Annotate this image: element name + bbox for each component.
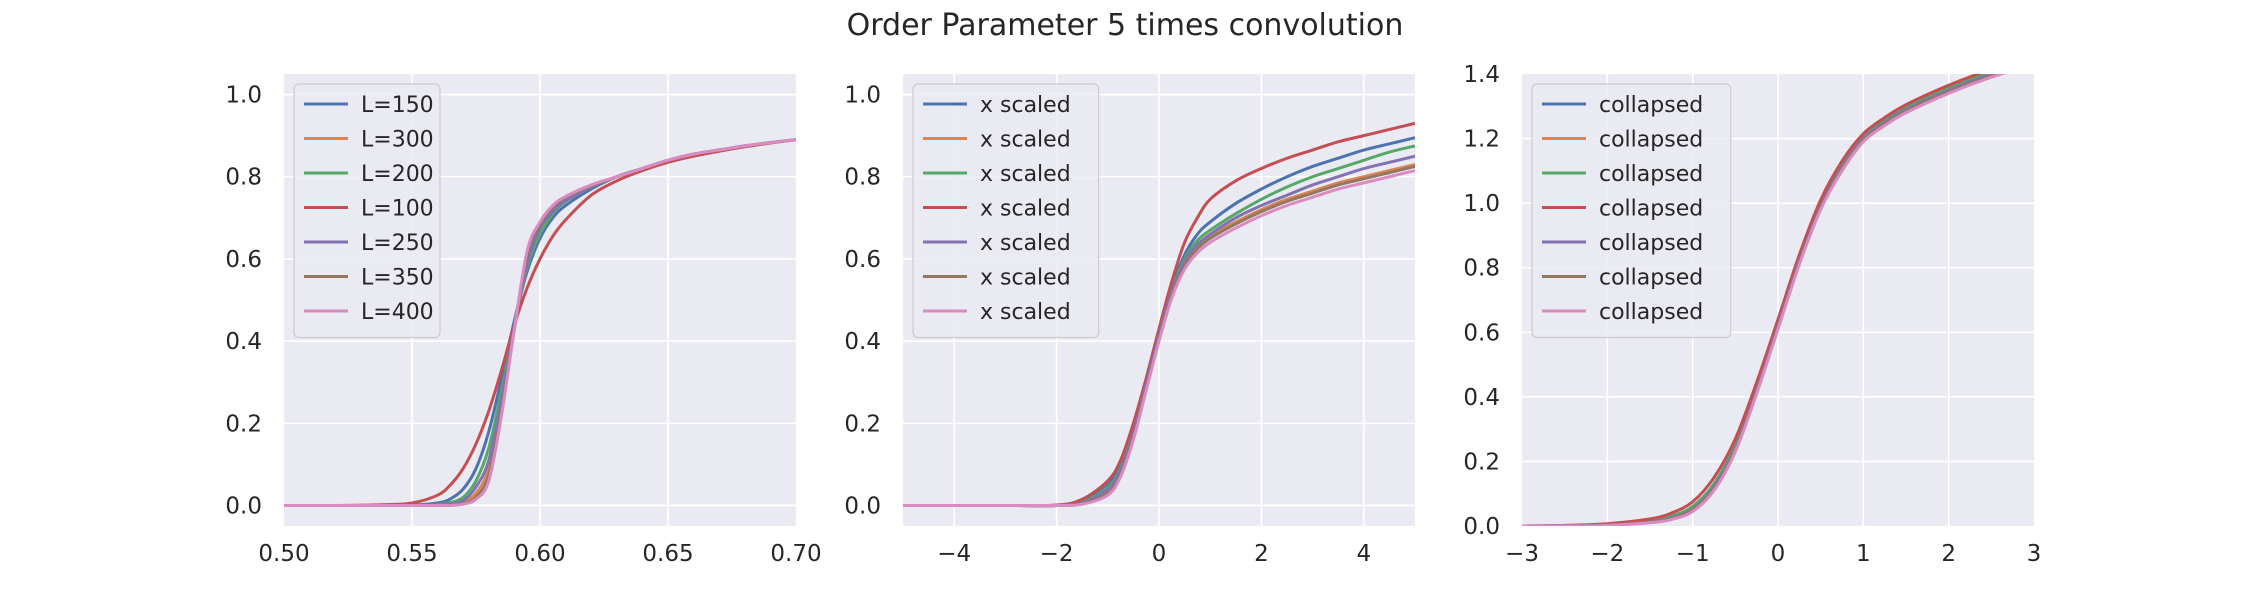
legend-label: L=250 [361,231,434,256]
x-tick-label: −2 [1040,541,1074,567]
x-tick-label: −3 [1505,541,1539,567]
x-tick-label: −4 [937,541,971,567]
y-tick-label: 0.2 [225,411,262,437]
y-tick-label: 0.8 [1463,256,1500,282]
x-tick-label: 0.60 [514,541,565,567]
y-tick-label: 0.4 [225,329,262,355]
series-line [903,169,1415,508]
y-tick-label: 0.0 [844,493,881,519]
y-tick-label: 1.0 [225,83,262,109]
legend-label: x scaled [980,266,1071,291]
legend-label: x scaled [980,300,1071,325]
figure-title: Order Parameter 5 times convolution [847,8,1404,43]
y-tick-label: 0.8 [225,165,262,191]
y-tick-label: 0.0 [225,493,262,519]
tick-labels-3: −3 −2 −1 0 1 2 3 0.0 0.2 0.4 0.6 0.8 1.0 1.2 1.4 [1463,62,2041,567]
x-tick-label: 0.70 [770,541,821,567]
y-tick-label: 0.6 [844,247,881,273]
legend-label: collapsed [1599,231,1703,256]
legend-label: collapsed [1599,300,1703,325]
x-tick-label: 4 [1356,541,1371,567]
y-tick-label: 1.0 [1463,191,1500,217]
legend-label: L=150 [361,93,434,118]
legend-box [293,83,441,339]
legend-box [1531,83,1732,339]
x-tick-label: 0.55 [386,541,437,567]
legend-label: x scaled [980,162,1071,187]
x-tick-label: 0 [1771,541,1786,567]
legend-label: L=200 [361,162,434,187]
series-line [1522,74,1983,526]
legend-label: x scaled [980,93,1071,118]
y-tick-label: 0.2 [844,411,881,437]
legend-label: collapsed [1599,162,1703,187]
y-tick-label: 0.6 [1463,320,1500,346]
legend-label: L=100 [361,197,434,222]
x-tick-label: −2 [1590,541,1624,567]
series-lines-1 [284,138,796,508]
x-tick-label: 0.65 [642,541,693,567]
legend-label: collapsed [1599,197,1703,222]
x-tick-label: 0 [1152,541,1167,567]
legend-label: x scaled [980,128,1071,153]
x-tick-label: 2 [1941,541,1956,567]
series-line [284,138,796,508]
legend-label: L=350 [361,266,434,291]
x-tick-label: −1 [1676,541,1710,567]
tick-labels-1: 0.50 0.55 0.60 0.65 0.70 0.0 0.2 0.4 0.6 0.8 1.0 [225,83,821,567]
subplot-3: −3 −2 −1 0 1 2 3 0.0 0.2 0.4 0.6 0.8 1.0 1.2 1.4 colla… [1463,62,2041,567]
legend-3: collapsed collapsed collapsed collapsed coll… [1531,83,1732,339]
y-tick-label: 0.0 [1463,514,1500,540]
y-tick-label: 0.4 [1463,385,1500,411]
y-tick-label: 0.4 [844,329,881,355]
x-tick-label: 1 [1856,541,1871,567]
subplot-1: 0.50 0.55 0.60 0.65 0.70 0.0 0.2 0.4 0.6 0.8 1.0 L… [225,74,822,567]
y-tick-label: 1.4 [1463,62,1500,88]
legend-2: x scaled x scaled x scaled x scaled x scaled… [912,83,1100,339]
series-line [284,138,796,508]
legend-label: collapsed [1599,128,1703,153]
series-lines-2 [903,121,1415,508]
legend-label: x scaled [980,197,1071,222]
x-tick-label: 0.50 [258,541,309,567]
legend-label: collapsed [1599,93,1703,118]
legend-label: x scaled [980,231,1071,256]
series-lines-3 [1522,74,2007,526]
legend-box [912,83,1100,339]
y-tick-label: 0.8 [844,165,881,191]
series-line [903,121,1415,508]
series-line [1522,74,2007,526]
legend-1: L=150 L=300 L=200 L=100 L=250 L=350 L=400 [293,83,441,339]
y-tick-label: 1.0 [844,83,881,109]
legend-label: collapsed [1599,266,1703,291]
y-tick-label: 0.6 [225,247,262,273]
x-tick-label: 2 [1254,541,1269,567]
x-tick-label: 3 [2027,541,2042,567]
y-tick-label: 0.2 [1463,449,1500,475]
y-tick-label: 1.2 [1463,127,1500,153]
tick-labels-2: −4 −2 0 2 4 0.0 0.2 0.4 0.6 0.8 1.0 [844,83,1371,567]
legend-label: L=400 [361,300,434,325]
legend-label: L=300 [361,128,434,153]
